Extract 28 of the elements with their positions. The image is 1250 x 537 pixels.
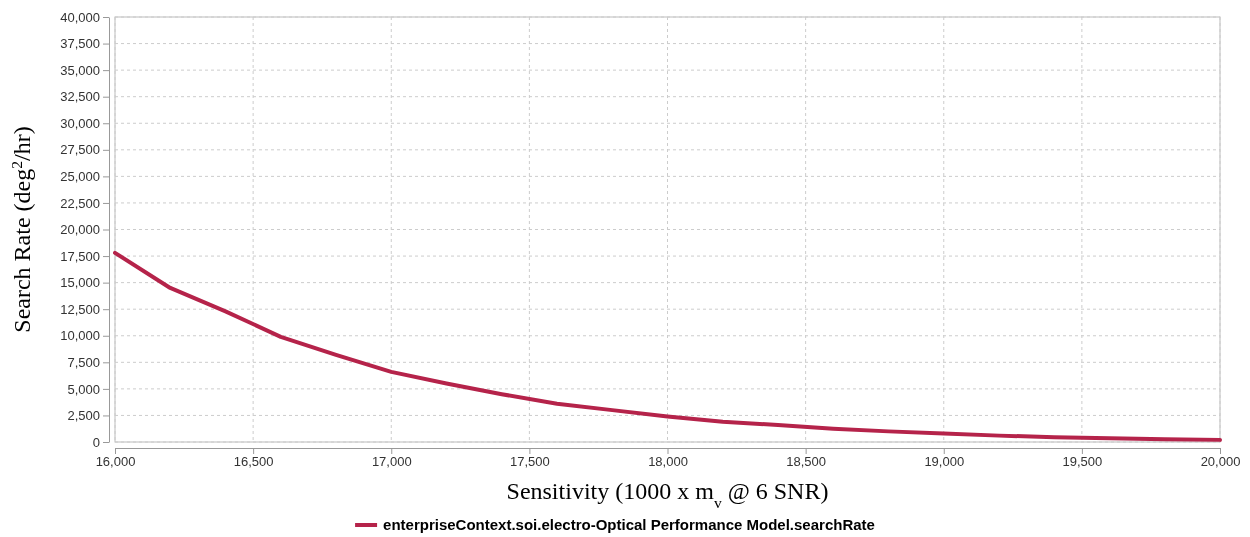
y-tick-label: 15,000 <box>60 275 100 291</box>
x-tick-label: 19,000 <box>924 454 965 470</box>
y-tick-label: 27,500 <box>60 142 100 158</box>
legend-label: enterpriseContext.soi.electro-Optical Performance Model.searchRate <box>383 516 875 534</box>
y-tick-label: 25,000 <box>60 169 100 185</box>
y-tick-label: 30,000 <box>60 115 100 131</box>
y-tick-label: 37,500 <box>60 36 100 52</box>
y-tick-label: 12,500 <box>60 301 100 317</box>
y-tick-label: 5,000 <box>67 381 100 397</box>
y-tick-label: 10,000 <box>60 328 100 344</box>
x-tick-label: 18,500 <box>786 454 827 470</box>
y-tick-label: 20,000 <box>60 222 100 238</box>
x-tick-label: 17,500 <box>509 454 550 470</box>
y-tick-label: 0 <box>92 434 100 450</box>
x-tick-label: 20,000 <box>1200 454 1241 470</box>
y-tick-label: 2,500 <box>67 408 100 424</box>
x-tick-label: 16,000 <box>95 454 136 470</box>
y-tick-label: 7,500 <box>67 354 100 370</box>
x-tick-label: 19,500 <box>1062 454 1103 470</box>
x-tick-label: 16,500 <box>233 454 274 470</box>
x-tick-label: 17,000 <box>371 454 412 470</box>
x-tick-label: 18,000 <box>648 454 688 470</box>
y-tick-label: 35,000 <box>60 62 100 78</box>
y-tick-label: 17,500 <box>60 248 100 264</box>
y-tick-label: 32,500 <box>60 89 100 105</box>
y-tick-label: 22,500 <box>60 195 100 211</box>
y-tick-label: 40,000 <box>60 9 100 25</box>
x-axis-title: Sensitivity (1000 x m$_{v}$ @ 6 SNR) <box>506 478 829 511</box>
